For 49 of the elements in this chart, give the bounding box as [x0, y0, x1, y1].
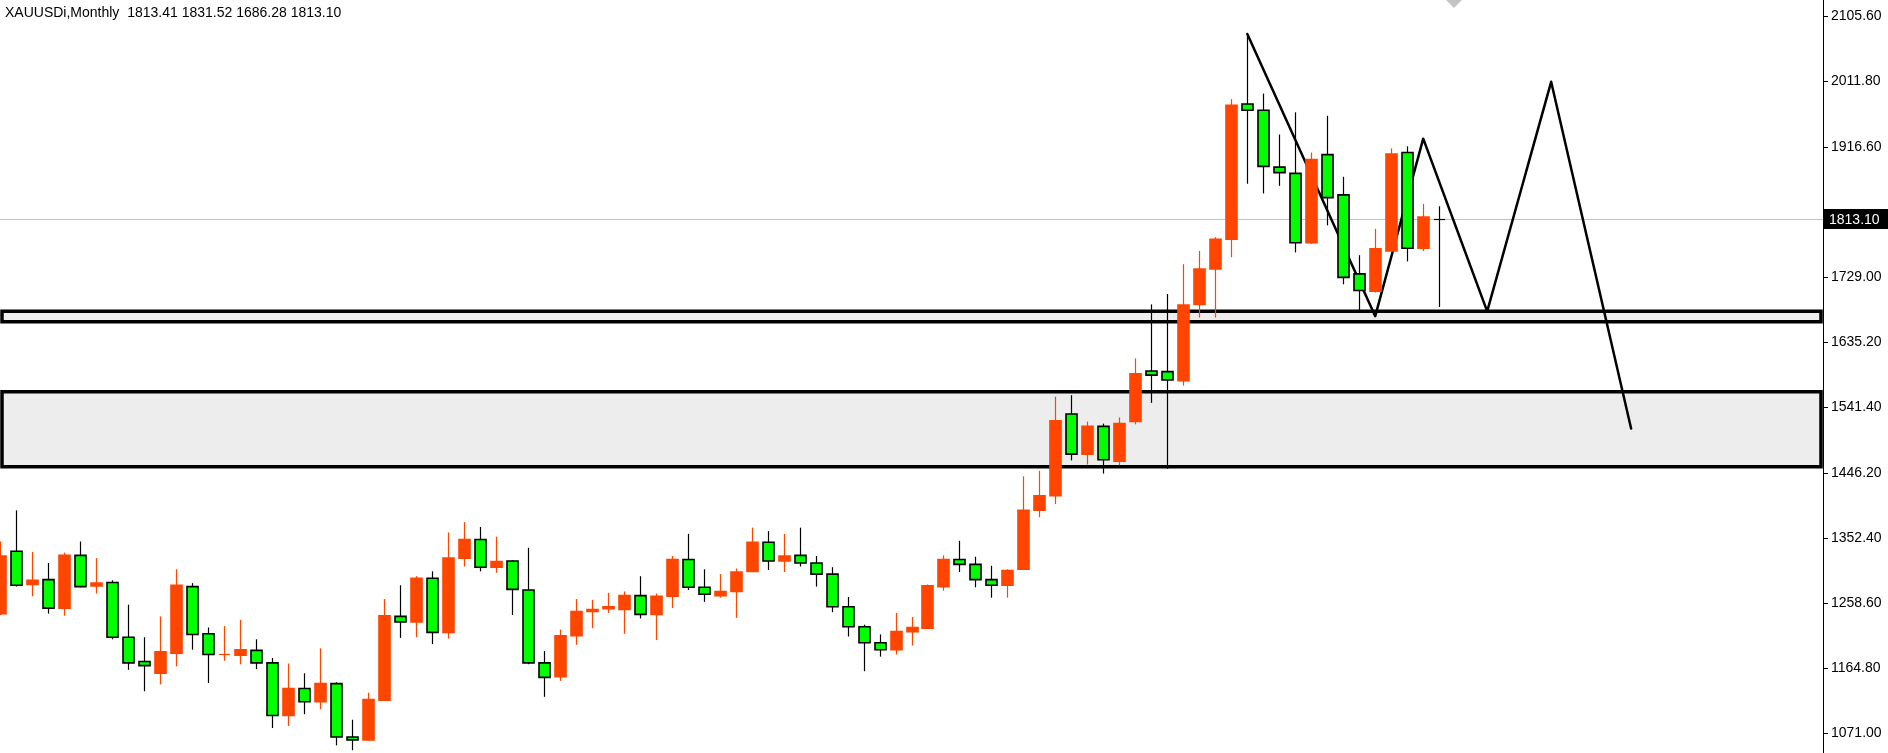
candlestick: [650, 592, 663, 641]
candlestick: [394, 584, 407, 639]
y-tick-label: 1729.00: [1831, 268, 1882, 285]
candlestick: [138, 636, 151, 692]
candlestick: [458, 521, 471, 568]
candlestick: [314, 647, 327, 710]
candlestick: [714, 573, 727, 599]
y-tick-label: 1446.20: [1831, 464, 1882, 481]
y-tick-label: 1541.40: [1831, 398, 1882, 415]
candlestick: [890, 612, 903, 656]
candlestick: [969, 556, 982, 588]
candlestick: [1001, 568, 1014, 599]
candlestick: [634, 575, 647, 620]
candlestick: [810, 555, 823, 588]
candlestick: [26, 551, 39, 597]
candlestick: [538, 650, 551, 698]
y-tick-label: 2011.80: [1831, 72, 1881, 89]
y-tick-label: 1071.00: [1831, 724, 1882, 741]
candlestick: [698, 568, 711, 603]
y-tick-label: 1916.60: [1831, 138, 1882, 155]
candlestick: [1273, 133, 1286, 187]
candlestick: [953, 540, 966, 573]
candlestick: [842, 596, 855, 638]
candlestick: [618, 590, 631, 635]
candlestick: [234, 619, 247, 665]
chart-title: XAUUSDi,Monthly 1813.41 1831.52 1686.28 1813.10: [5, 3, 342, 20]
candlestick: [250, 638, 263, 670]
ref-line-label: 1813.10: [1829, 210, 1880, 227]
candlestick: [202, 626, 215, 684]
candlestick: [298, 672, 311, 715]
candlestick: [794, 527, 807, 568]
candlestick: [154, 615, 167, 685]
candlestick: [858, 624, 871, 672]
y-tick-label: 1352.40: [1831, 529, 1882, 546]
y-tick-label: 2105.60: [1831, 7, 1882, 24]
candlestick: [778, 533, 791, 573]
candlestick: [346, 719, 359, 751]
y-tick-label: 1164.80: [1831, 659, 1881, 676]
candlestick: [90, 557, 103, 595]
y-tick-label: 1258.60: [1831, 594, 1882, 611]
candlestick: [906, 616, 919, 647]
candlestick: [1033, 470, 1046, 518]
candlestick: [730, 567, 743, 619]
y-tick-label: 1635.20: [1831, 333, 1882, 350]
candlestick: [762, 530, 775, 571]
candlestick: [490, 536, 503, 574]
candlestick: [985, 565, 998, 599]
candlestick: [602, 592, 615, 614]
candlestick: [874, 633, 887, 658]
